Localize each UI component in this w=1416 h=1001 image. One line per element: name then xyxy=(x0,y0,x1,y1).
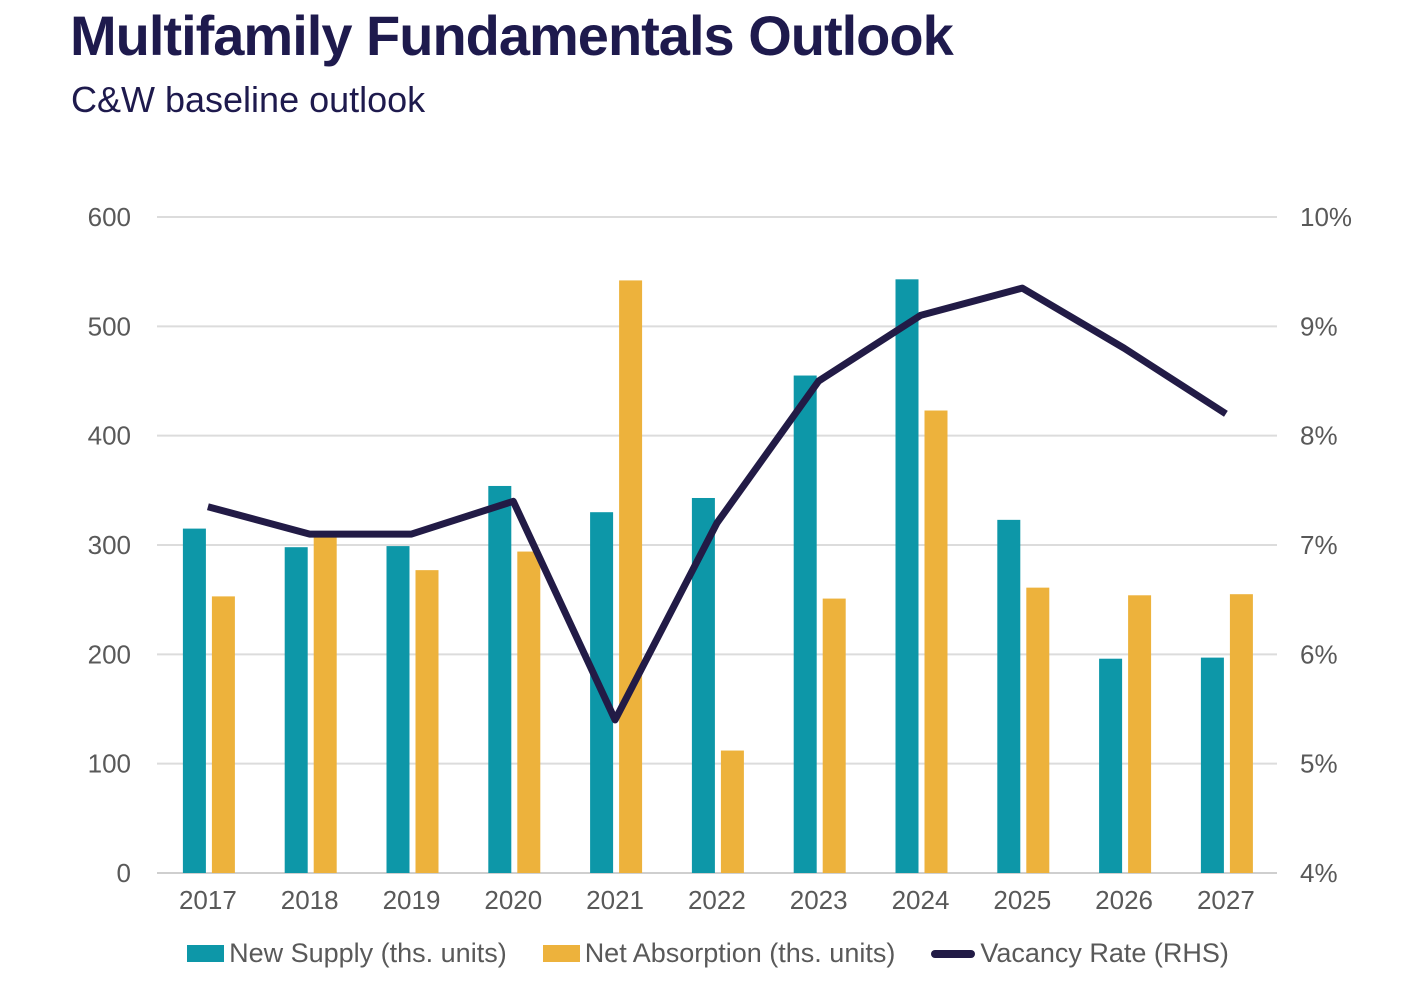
x-axis-year-label: 2021 xyxy=(586,885,644,915)
bar-net-absorption-2017 xyxy=(211,596,235,873)
bar-net-absorption-2021 xyxy=(619,280,643,873)
bar-net-absorption-2026 xyxy=(1128,595,1152,873)
x-axis-year-label: 2024 xyxy=(892,885,950,915)
net-absorption-swatch-icon xyxy=(542,945,580,962)
x-axis-year-label: 2017 xyxy=(179,885,237,915)
bar-net-absorption-2022 xyxy=(720,750,744,873)
bar-new-supply-2025 xyxy=(997,519,1021,873)
right-axis-tick-label: 5% xyxy=(1300,749,1338,779)
right-axis-tick-label: 10% xyxy=(1300,202,1352,232)
x-axis-year-label: 2026 xyxy=(1095,885,1153,915)
right-axis-tick-label: 9% xyxy=(1300,311,1338,341)
bar-new-supply-2026 xyxy=(1099,658,1123,873)
legend-label-new-supply: New Supply (ths. units) xyxy=(229,938,507,968)
page-title: Multifamily Fundamentals Outlook xyxy=(70,4,954,67)
legend-label-vacancy-rate: Vacancy Rate (RHS) xyxy=(980,938,1229,968)
vacancy-line-swatch-icon xyxy=(931,949,976,958)
bar-new-supply-2023 xyxy=(793,375,817,873)
bar-net-absorption-2019 xyxy=(415,570,439,873)
bar-new-supply-2018 xyxy=(284,547,308,873)
bar-new-supply-2020 xyxy=(488,485,512,873)
bar-net-absorption-2027 xyxy=(1229,594,1253,873)
legend-item-vacancy-rate: Vacancy Rate (RHS) xyxy=(931,938,1229,969)
left-axis-tick-label: 300 xyxy=(88,530,131,560)
chart-legend: New Supply (ths. units) Net Absorption (… xyxy=(0,938,1416,969)
left-axis-tick-label: 600 xyxy=(88,202,131,232)
new-supply-swatch-icon xyxy=(187,945,225,962)
x-axis-year-label: 2025 xyxy=(993,885,1051,915)
x-axis-year-label: 2022 xyxy=(688,885,746,915)
legend-label-net-absorption: Net Absorption (ths. units) xyxy=(584,938,896,968)
x-axis-year-label: 2018 xyxy=(281,885,339,915)
x-axis-year-label: 2020 xyxy=(484,885,542,915)
bar-new-supply-2024 xyxy=(895,279,919,873)
page-subtitle: C&W baseline outlook xyxy=(71,79,426,120)
vacancy-rate-line xyxy=(206,284,1228,724)
left-axis-tick-label: 100 xyxy=(88,749,131,779)
bar-net-absorption-2020 xyxy=(517,551,541,873)
bar-new-supply-2017 xyxy=(182,528,206,873)
combo-chart-canvas: 600 500 400 300 200 100 0 10% 9% 8% 7% 6% 5% 4% 2017 20… xyxy=(88,202,1352,915)
right-axis-tick-label: 4% xyxy=(1300,858,1338,888)
left-axis-tick-label: 200 xyxy=(88,639,131,669)
right-axis-tick-label: 8% xyxy=(1300,421,1338,451)
bar-net-absorption-2024 xyxy=(924,410,948,873)
left-axis-tick-label: 500 xyxy=(88,311,131,341)
legend-item-new-supply: New Supply (ths. units) xyxy=(187,938,507,969)
right-axis-tick-label: 7% xyxy=(1300,530,1338,560)
bar-net-absorption-2018 xyxy=(313,537,337,873)
left-axis-tick-label: 400 xyxy=(88,421,131,451)
bar-new-supply-2027 xyxy=(1200,657,1224,873)
x-axis-year-label: 2019 xyxy=(383,885,441,915)
bar-net-absorption-2025 xyxy=(1026,587,1050,873)
bar-net-absorption-2023 xyxy=(822,598,846,873)
bar-new-supply-2022 xyxy=(691,497,715,873)
x-axis-year-label: 2023 xyxy=(790,885,848,915)
x-axis-year-label: 2027 xyxy=(1197,885,1255,915)
bar-new-supply-2019 xyxy=(386,546,410,873)
right-axis-tick-label: 6% xyxy=(1300,639,1338,669)
legend-item-net-absorption: Net Absorption (ths. units) xyxy=(542,938,896,969)
left-axis-tick-label: 0 xyxy=(117,858,131,888)
